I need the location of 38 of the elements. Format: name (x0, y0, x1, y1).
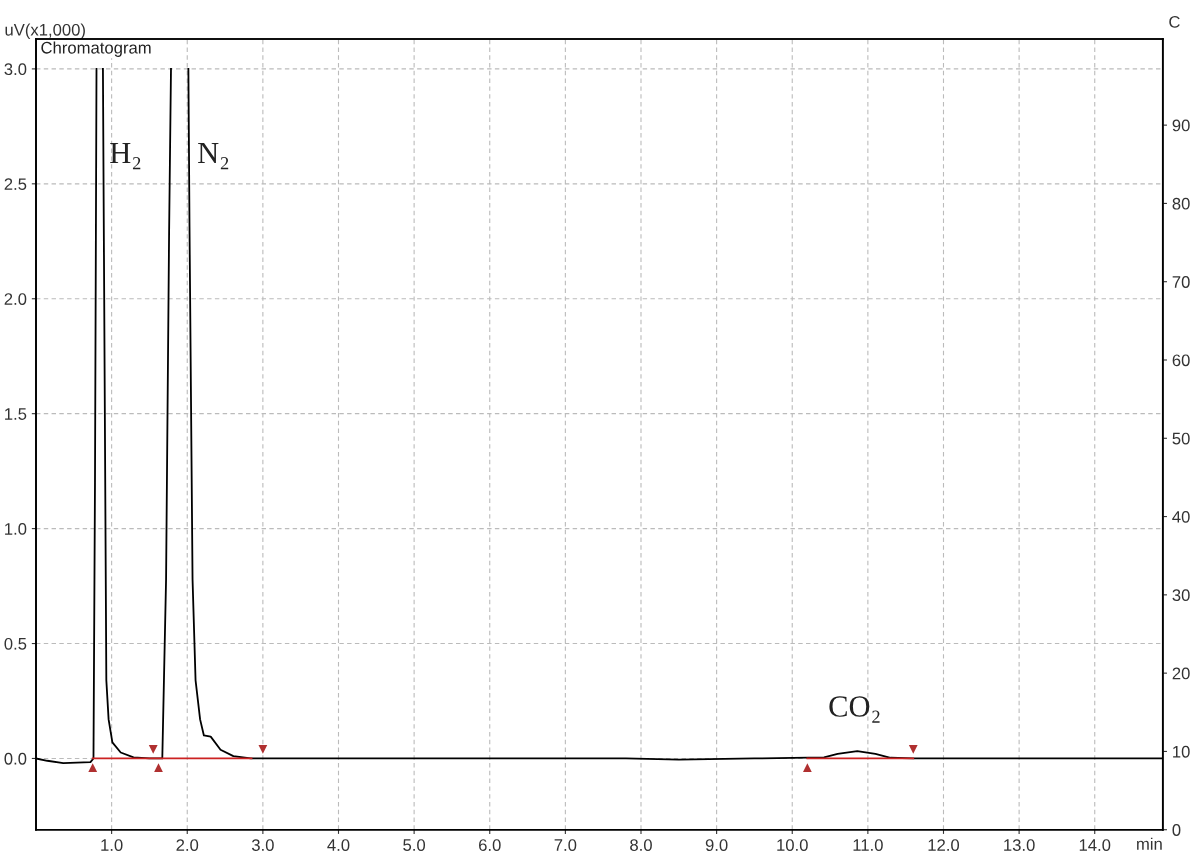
annotation: H₂ (110, 143, 141, 170)
y2-tick-label: 60 (1172, 354, 1190, 367)
y-tick-label: 1.0 (5, 523, 27, 535)
y2-tick-label: 40 (1172, 510, 1190, 523)
x-tick-label: 6.0 (479, 839, 501, 851)
x-tick-label: 14.0 (1079, 839, 1111, 851)
y2-tick-label: 20 (1172, 667, 1190, 680)
y-tick-label: 0.5 (4, 637, 27, 650)
x-tick-label: 5.0 (403, 839, 426, 851)
annotation: CO₂ (829, 696, 880, 723)
y-tick-label: 2.0 (4, 293, 27, 305)
x-tick-label: 11.0 (853, 839, 883, 851)
x-tick-label: 13.0 (1004, 839, 1035, 851)
y2-tick-label: 50 (1172, 432, 1190, 445)
y2-tick-label: 10 (1173, 745, 1190, 758)
x-tick-label: 1.0 (101, 839, 123, 851)
x-tick-label: 8.0 (630, 839, 652, 851)
x-tick-label: 12.0 (928, 839, 960, 851)
x-axis-title: min (1137, 837, 1162, 850)
x-tick-label: 7.0 (554, 839, 577, 851)
y-tick-label: 0.0 (4, 752, 27, 765)
x-tick-label: 10.0 (777, 839, 808, 851)
x-tick-label: 2.0 (176, 839, 199, 851)
annotation: N₂ (198, 143, 229, 170)
y-axis-title: uV(x1,000) (5, 23, 85, 40)
x-tick-label: 9.0 (705, 839, 728, 851)
x-tick-label: 3.0 (251, 839, 274, 851)
y2-axis-title: C (1169, 16, 1180, 28)
y-tick-label: 3.0 (4, 63, 27, 76)
y2-tick-label: 90 (1172, 119, 1190, 132)
y2-tick-label: 70 (1172, 276, 1190, 288)
y-tick-label: 2.5 (4, 178, 27, 191)
x-tick-label: 4.0 (327, 839, 350, 851)
y2-tick-label: 30 (1172, 589, 1190, 602)
annotation: Chromatogram (41, 41, 151, 57)
y2-tick-label: 0 (1172, 824, 1181, 836)
y-tick-label: 1.5 (5, 408, 27, 420)
y2-tick-label: 80 (1172, 197, 1190, 210)
